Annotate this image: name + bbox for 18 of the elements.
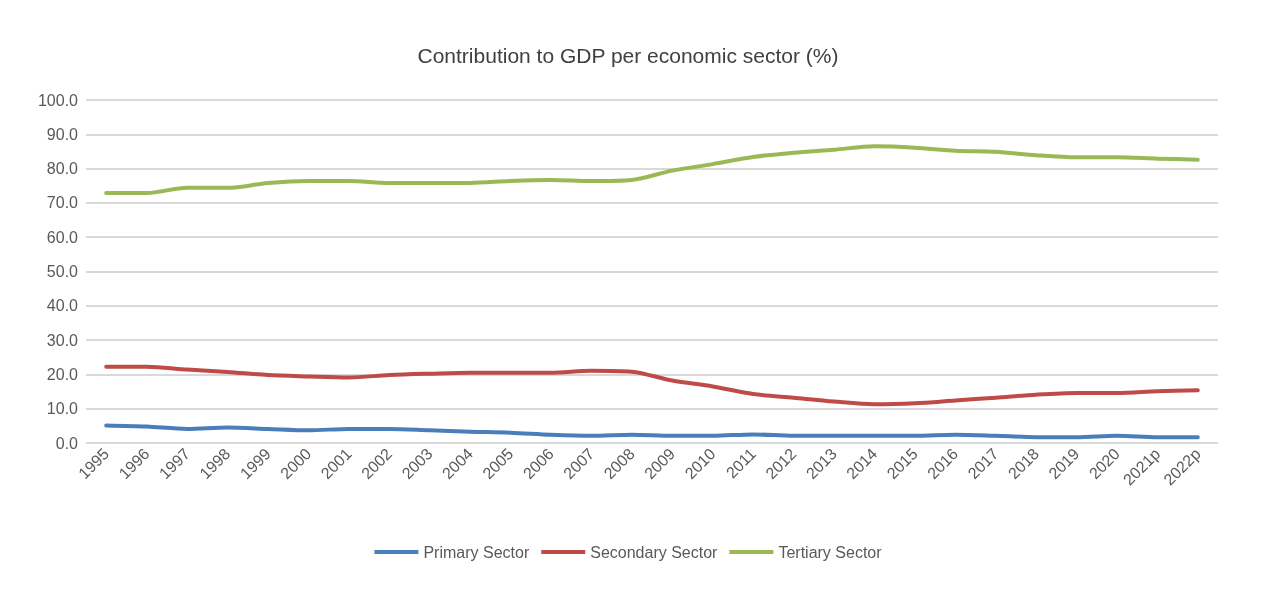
legend-label: Tertiary Sector xyxy=(778,543,883,561)
y-tick-label: 40.0 xyxy=(46,297,79,315)
y-tick-label: 70.0 xyxy=(46,194,79,212)
y-tick-label: 50.0 xyxy=(46,263,79,280)
y-tick-label: 30.0 xyxy=(46,331,79,349)
y-tick-label: 10.0 xyxy=(46,400,79,418)
y-tick-label: 100.0 xyxy=(37,91,79,109)
chart-title: Contribution to GDP per economic sector (%) xyxy=(417,44,839,67)
y-tick-label: 90.0 xyxy=(46,125,79,143)
legend-label: Secondary Sector xyxy=(590,543,719,561)
y-tick-label: 20.0 xyxy=(46,365,79,383)
line-series xyxy=(104,364,1200,407)
line-series xyxy=(104,423,1200,440)
legend-label: Primary Sector xyxy=(423,543,530,561)
y-tick-label: 0.0 xyxy=(55,434,79,452)
line-series xyxy=(104,144,1200,195)
y-tick-label: 60.0 xyxy=(46,228,79,246)
y-tick-label: 80.0 xyxy=(46,160,79,178)
